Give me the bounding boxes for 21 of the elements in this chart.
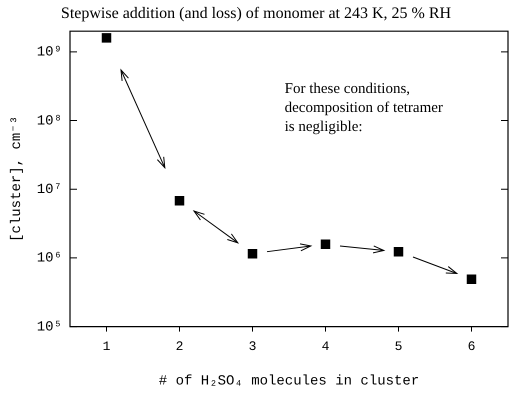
point xyxy=(320,240,330,250)
point xyxy=(174,196,184,206)
point xyxy=(394,247,404,256)
x-tick-label: 4 xyxy=(322,338,330,354)
point xyxy=(102,33,112,43)
x-tick-label: 5 xyxy=(394,338,402,354)
chart-title: Stepwise addition (and loss) of monomer at 243 K, 25 % RH xyxy=(60,4,452,22)
x-axis-title: # of H₂SO₄ molecules in cluster xyxy=(158,373,420,390)
y-axis-title: [cluster], cm⁻³ xyxy=(9,116,26,242)
x-tick-label: 6 xyxy=(468,338,476,354)
y-tick-label: 10⁶ xyxy=(36,250,62,267)
y-tick-label: 10⁸ xyxy=(36,113,62,130)
point xyxy=(248,249,258,258)
point xyxy=(466,274,476,284)
y-tick-label: 10⁵ xyxy=(36,319,62,336)
y-tick-label: 10⁹ xyxy=(36,44,62,61)
y-tick-label: 10⁷ xyxy=(36,182,62,198)
x-tick-label: 2 xyxy=(176,338,184,354)
annotation: For these conditions, decomposition of tetramer is negligible: xyxy=(284,80,443,135)
x-tick-label: 1 xyxy=(102,338,111,354)
x-tick-label: 3 xyxy=(248,338,256,354)
